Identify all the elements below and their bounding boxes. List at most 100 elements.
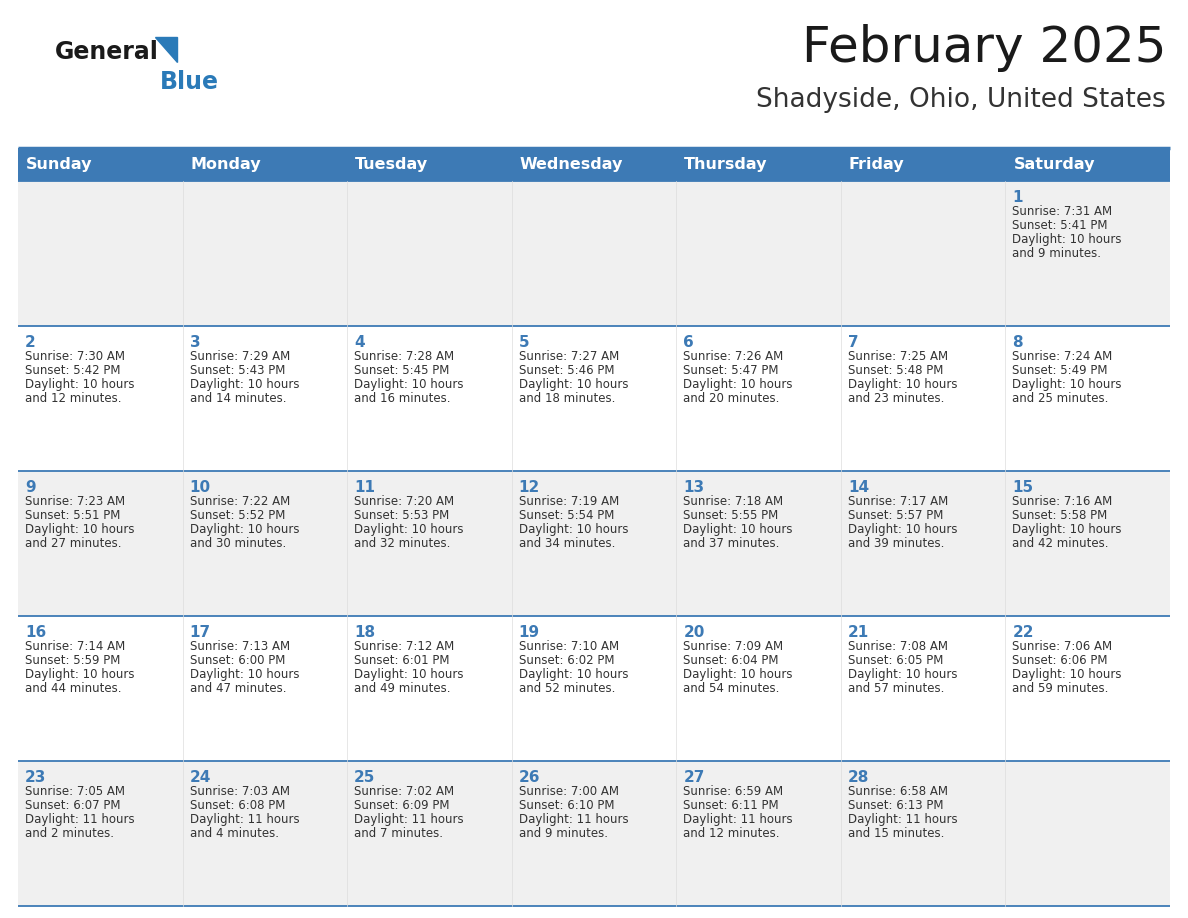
Text: 18: 18 bbox=[354, 625, 375, 640]
Text: Daylight: 10 hours: Daylight: 10 hours bbox=[519, 523, 628, 536]
Text: Sunrise: 7:16 AM: Sunrise: 7:16 AM bbox=[1012, 495, 1113, 508]
Text: Daylight: 10 hours: Daylight: 10 hours bbox=[190, 668, 299, 681]
Text: 15: 15 bbox=[1012, 480, 1034, 495]
Text: Daylight: 10 hours: Daylight: 10 hours bbox=[683, 378, 792, 391]
Text: Sunset: 5:58 PM: Sunset: 5:58 PM bbox=[1012, 509, 1107, 522]
Text: Daylight: 10 hours: Daylight: 10 hours bbox=[25, 378, 134, 391]
Text: Sunrise: 7:31 AM: Sunrise: 7:31 AM bbox=[1012, 205, 1112, 218]
Text: 28: 28 bbox=[848, 770, 870, 785]
Text: Sunset: 5:55 PM: Sunset: 5:55 PM bbox=[683, 509, 778, 522]
Text: Daylight: 10 hours: Daylight: 10 hours bbox=[190, 523, 299, 536]
Polygon shape bbox=[154, 37, 177, 62]
Text: Saturday: Saturday bbox=[1013, 157, 1095, 172]
Text: Sunset: 5:49 PM: Sunset: 5:49 PM bbox=[1012, 364, 1108, 377]
Text: and 12 minutes.: and 12 minutes. bbox=[25, 392, 121, 405]
Text: 9: 9 bbox=[25, 480, 36, 495]
Text: and 54 minutes.: and 54 minutes. bbox=[683, 682, 779, 695]
Text: and 49 minutes.: and 49 minutes. bbox=[354, 682, 450, 695]
Text: 26: 26 bbox=[519, 770, 541, 785]
Text: and 2 minutes.: and 2 minutes. bbox=[25, 827, 114, 840]
Text: Sunset: 5:46 PM: Sunset: 5:46 PM bbox=[519, 364, 614, 377]
Text: Sunrise: 6:58 AM: Sunrise: 6:58 AM bbox=[848, 785, 948, 798]
Text: and 9 minutes.: and 9 minutes. bbox=[519, 827, 608, 840]
Text: Daylight: 10 hours: Daylight: 10 hours bbox=[519, 668, 628, 681]
Text: Sunrise: 7:24 AM: Sunrise: 7:24 AM bbox=[1012, 350, 1113, 363]
Text: and 30 minutes.: and 30 minutes. bbox=[190, 537, 286, 550]
Text: Sunset: 6:05 PM: Sunset: 6:05 PM bbox=[848, 654, 943, 667]
Text: Sunset: 6:06 PM: Sunset: 6:06 PM bbox=[1012, 654, 1108, 667]
Bar bbox=[18, 616, 1170, 761]
Text: Sunset: 5:41 PM: Sunset: 5:41 PM bbox=[1012, 219, 1108, 232]
Text: and 25 minutes.: and 25 minutes. bbox=[1012, 392, 1108, 405]
Text: Daylight: 10 hours: Daylight: 10 hours bbox=[354, 523, 463, 536]
Text: Daylight: 10 hours: Daylight: 10 hours bbox=[848, 523, 958, 536]
Text: 20: 20 bbox=[683, 625, 704, 640]
Text: Sunset: 6:01 PM: Sunset: 6:01 PM bbox=[354, 654, 449, 667]
Text: Friday: Friday bbox=[849, 157, 904, 172]
Text: Daylight: 10 hours: Daylight: 10 hours bbox=[1012, 668, 1121, 681]
Text: Sunrise: 7:30 AM: Sunrise: 7:30 AM bbox=[25, 350, 125, 363]
Text: Sunset: 6:11 PM: Sunset: 6:11 PM bbox=[683, 799, 779, 812]
Text: and 47 minutes.: and 47 minutes. bbox=[190, 682, 286, 695]
Text: Daylight: 10 hours: Daylight: 10 hours bbox=[190, 378, 299, 391]
Text: 13: 13 bbox=[683, 480, 704, 495]
Text: Daylight: 10 hours: Daylight: 10 hours bbox=[848, 378, 958, 391]
Text: Sunset: 5:52 PM: Sunset: 5:52 PM bbox=[190, 509, 285, 522]
Text: Sunrise: 6:59 AM: Sunrise: 6:59 AM bbox=[683, 785, 783, 798]
Text: 14: 14 bbox=[848, 480, 868, 495]
Text: and 9 minutes.: and 9 minutes. bbox=[1012, 247, 1101, 260]
Text: Daylight: 10 hours: Daylight: 10 hours bbox=[848, 668, 958, 681]
Text: Daylight: 11 hours: Daylight: 11 hours bbox=[190, 813, 299, 826]
Text: and 16 minutes.: and 16 minutes. bbox=[354, 392, 450, 405]
Text: Sunset: 5:43 PM: Sunset: 5:43 PM bbox=[190, 364, 285, 377]
Text: February 2025: February 2025 bbox=[802, 24, 1165, 72]
Text: 3: 3 bbox=[190, 335, 201, 350]
Text: Daylight: 11 hours: Daylight: 11 hours bbox=[848, 813, 958, 826]
Text: Sunday: Sunday bbox=[26, 157, 93, 172]
Text: 4: 4 bbox=[354, 335, 365, 350]
Text: Daylight: 10 hours: Daylight: 10 hours bbox=[519, 378, 628, 391]
Text: Sunrise: 7:10 AM: Sunrise: 7:10 AM bbox=[519, 640, 619, 653]
Text: Sunrise: 7:12 AM: Sunrise: 7:12 AM bbox=[354, 640, 454, 653]
Text: General: General bbox=[55, 40, 159, 64]
Text: and 7 minutes.: and 7 minutes. bbox=[354, 827, 443, 840]
Text: 6: 6 bbox=[683, 335, 694, 350]
Text: 25: 25 bbox=[354, 770, 375, 785]
Text: and 12 minutes.: and 12 minutes. bbox=[683, 827, 779, 840]
Text: Sunrise: 7:13 AM: Sunrise: 7:13 AM bbox=[190, 640, 290, 653]
Text: and 42 minutes.: and 42 minutes. bbox=[1012, 537, 1108, 550]
Text: Sunset: 6:00 PM: Sunset: 6:00 PM bbox=[190, 654, 285, 667]
Text: and 39 minutes.: and 39 minutes. bbox=[848, 537, 944, 550]
Text: and 59 minutes.: and 59 minutes. bbox=[1012, 682, 1108, 695]
Text: 8: 8 bbox=[1012, 335, 1023, 350]
Text: Sunrise: 7:29 AM: Sunrise: 7:29 AM bbox=[190, 350, 290, 363]
Text: 10: 10 bbox=[190, 480, 210, 495]
Bar bbox=[18, 148, 1170, 181]
Text: Daylight: 10 hours: Daylight: 10 hours bbox=[683, 523, 792, 536]
Text: and 18 minutes.: and 18 minutes. bbox=[519, 392, 615, 405]
Text: Sunrise: 7:22 AM: Sunrise: 7:22 AM bbox=[190, 495, 290, 508]
Text: Sunrise: 7:05 AM: Sunrise: 7:05 AM bbox=[25, 785, 125, 798]
Bar bbox=[18, 181, 1170, 326]
Text: Sunrise: 7:09 AM: Sunrise: 7:09 AM bbox=[683, 640, 783, 653]
Text: Daylight: 11 hours: Daylight: 11 hours bbox=[25, 813, 134, 826]
Bar bbox=[18, 761, 1170, 906]
Text: Sunset: 6:10 PM: Sunset: 6:10 PM bbox=[519, 799, 614, 812]
Text: Daylight: 10 hours: Daylight: 10 hours bbox=[354, 668, 463, 681]
Text: 23: 23 bbox=[25, 770, 46, 785]
Text: 7: 7 bbox=[848, 335, 859, 350]
Text: 24: 24 bbox=[190, 770, 211, 785]
Text: 21: 21 bbox=[848, 625, 870, 640]
Text: Sunset: 5:51 PM: Sunset: 5:51 PM bbox=[25, 509, 120, 522]
Text: and 52 minutes.: and 52 minutes. bbox=[519, 682, 615, 695]
Text: 5: 5 bbox=[519, 335, 530, 350]
Text: and 14 minutes.: and 14 minutes. bbox=[190, 392, 286, 405]
Text: Sunset: 6:09 PM: Sunset: 6:09 PM bbox=[354, 799, 449, 812]
Text: Sunrise: 7:18 AM: Sunrise: 7:18 AM bbox=[683, 495, 783, 508]
Text: Sunset: 5:59 PM: Sunset: 5:59 PM bbox=[25, 654, 120, 667]
Text: Thursday: Thursday bbox=[684, 157, 767, 172]
Text: Sunrise: 7:23 AM: Sunrise: 7:23 AM bbox=[25, 495, 125, 508]
Text: Sunrise: 7:27 AM: Sunrise: 7:27 AM bbox=[519, 350, 619, 363]
Text: Daylight: 11 hours: Daylight: 11 hours bbox=[683, 813, 792, 826]
Text: and 34 minutes.: and 34 minutes. bbox=[519, 537, 615, 550]
